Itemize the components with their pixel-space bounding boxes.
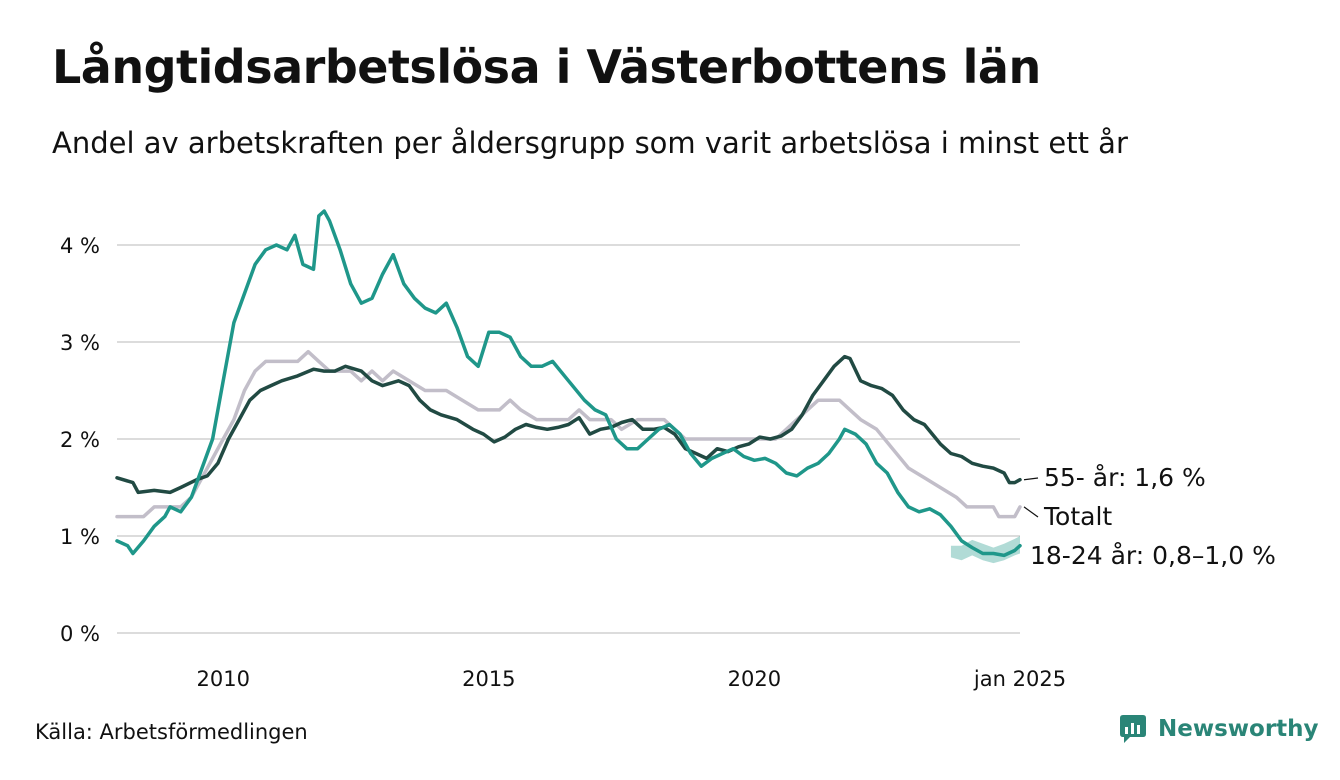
line-chart: 0 % 1 % 2 % 3 % 4 % 2010 2015 2020 jan 2025 Tot…: [60, 209, 1276, 691]
source-note: Källa: Arbetsförmedlingen: [35, 720, 308, 744]
newsworthy-icon: [1120, 715, 1146, 743]
brand-name: Newsworthy: [1158, 716, 1319, 742]
y-tick-label: 2 %: [60, 428, 100, 452]
series-lines: [115, 209, 1022, 558]
x-tick-label: 2020: [728, 667, 781, 691]
x-tick-label: 2010: [197, 667, 250, 691]
series-label: Totalt: [1043, 502, 1112, 531]
series-label: 55- år: 1,6 %: [1044, 463, 1206, 492]
series-line: [115, 354, 1022, 495]
series-line: [115, 209, 1022, 558]
label-leader: [1023, 506, 1039, 518]
gridlines: [117, 244, 1020, 634]
series-line: [115, 349, 1022, 519]
y-tick-label: 1 %: [60, 525, 100, 549]
series-labels: Totalt 55- år: 1,6 % 18-24 år: 0,8–1,0 %: [1023, 463, 1276, 570]
x-tick-label: jan 2025: [973, 667, 1066, 691]
y-axis-ticks: 0 % 1 % 2 % 3 % 4 %: [60, 234, 100, 646]
y-tick-label: 3 %: [60, 331, 100, 355]
series-label: 18-24 år: 0,8–1,0 %: [1030, 541, 1276, 570]
x-axis-ticks: 2010 2015 2020 jan 2025: [197, 667, 1067, 691]
y-tick-label: 0 %: [60, 622, 100, 646]
chart-title: Långtidsarbetslösa i Västerbottens län: [52, 40, 1041, 94]
chart-subtitle: Andel av arbetskraften per åldersgrupp s…: [52, 126, 1128, 160]
newsworthy-logo: Newsworthy: [1118, 714, 1319, 744]
y-tick-label: 4 %: [60, 234, 100, 258]
label-leader: [1023, 477, 1039, 481]
x-tick-label: 2015: [462, 667, 515, 691]
